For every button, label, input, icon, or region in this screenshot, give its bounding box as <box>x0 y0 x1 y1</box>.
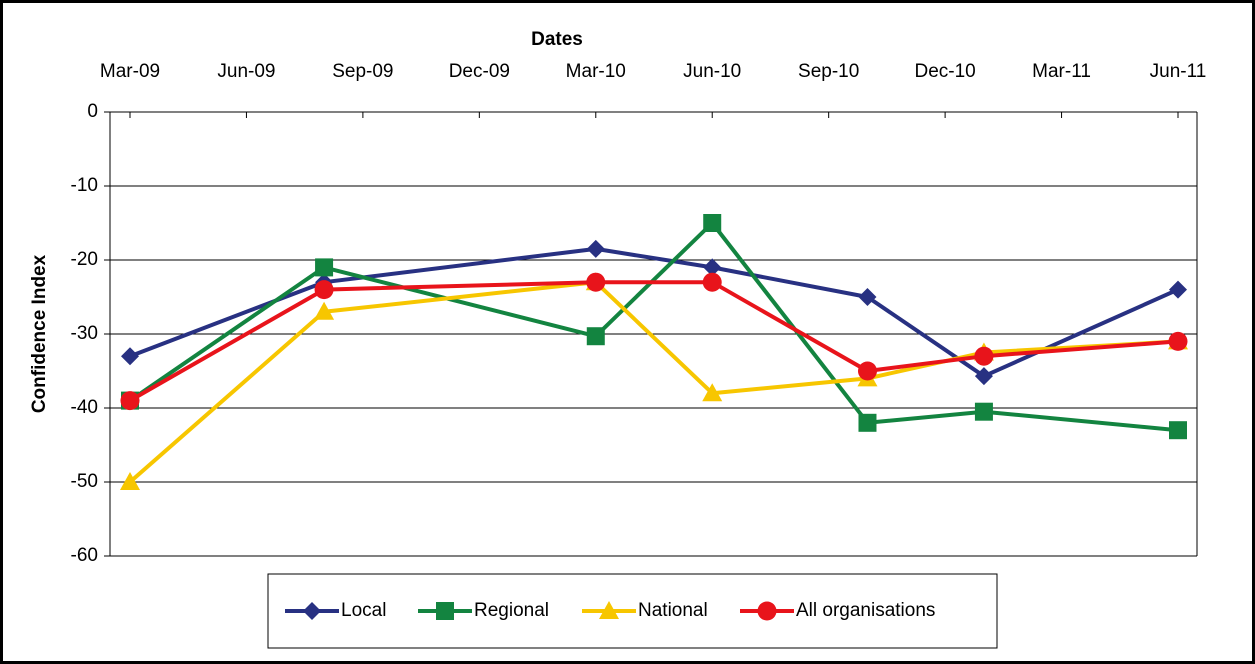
marker <box>303 602 321 620</box>
y-tick-label: -20 <box>71 249 98 270</box>
y-tick-label: -60 <box>71 545 98 566</box>
marker <box>314 301 335 320</box>
x-tick-label: Jun-09 <box>217 61 275 82</box>
y-tick-label: -40 <box>71 397 98 418</box>
marker <box>315 258 334 277</box>
marker <box>974 367 993 386</box>
marker <box>858 288 877 306</box>
x-tick-label: Mar-09 <box>100 61 160 82</box>
y-tick-label: -50 <box>71 471 98 492</box>
marker <box>974 402 993 421</box>
marker <box>703 258 722 277</box>
legend-label: Local <box>341 600 386 621</box>
legend-label: Regional <box>474 600 549 621</box>
marker <box>586 239 605 258</box>
chart-title: Dates <box>531 29 583 50</box>
y-axis-label: Confidence Index <box>29 254 50 413</box>
marker <box>858 413 877 432</box>
y-tick-label: -10 <box>71 175 98 196</box>
y-tick-label: -30 <box>71 323 98 344</box>
marker <box>599 601 619 619</box>
x-tick-label: Mar-10 <box>566 61 626 82</box>
marker <box>436 602 454 620</box>
marker <box>974 346 994 366</box>
marker <box>586 272 606 292</box>
x-tick-label: Mar-11 <box>1032 61 1091 82</box>
marker <box>703 214 722 232</box>
x-tick-label: Dec-09 <box>449 61 510 82</box>
marker <box>1169 421 1187 440</box>
x-tick-label: Jun-11 <box>1150 61 1207 82</box>
marker <box>702 383 723 402</box>
marker <box>702 272 722 292</box>
x-tick-label: Dec-10 <box>914 61 975 82</box>
marker <box>1168 331 1188 351</box>
x-tick-label: Jun-10 <box>683 61 741 82</box>
marker <box>586 327 605 346</box>
marker <box>1169 280 1187 299</box>
marker <box>121 347 139 366</box>
legend-label: National <box>638 600 708 621</box>
marker <box>857 361 877 381</box>
legend-label: All organisations <box>796 600 935 621</box>
marker <box>120 472 140 490</box>
x-tick-label: Sep-10 <box>798 61 859 82</box>
y-tick-label: 0 <box>87 101 98 122</box>
marker <box>120 391 140 411</box>
x-tick-label: Sep-09 <box>332 61 393 82</box>
marker <box>757 601 777 621</box>
marker <box>314 280 334 300</box>
